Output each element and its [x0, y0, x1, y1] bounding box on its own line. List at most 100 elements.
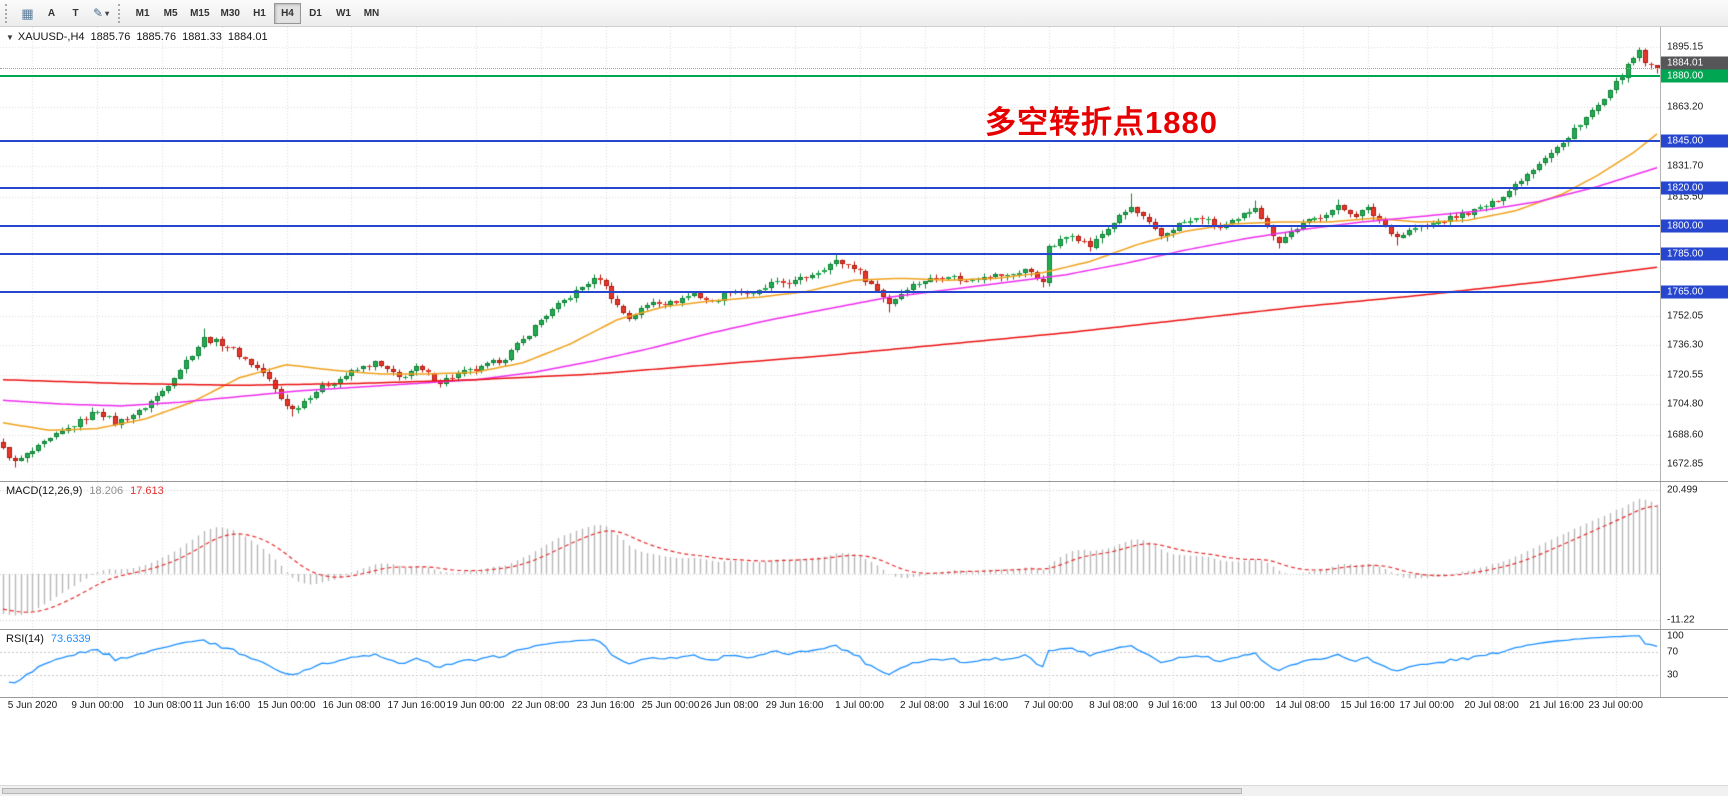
- open-value: 1885.76: [90, 31, 131, 43]
- time-axis-label: 10 Jun 08:00: [133, 700, 192, 711]
- panel-divider[interactable]: [0, 697, 1728, 698]
- price-tag-1765.00: 1765.00: [1661, 285, 1728, 299]
- rsi-scale-label: 30: [1667, 669, 1679, 681]
- price-tag-1800.00: 1800.00: [1661, 219, 1728, 233]
- timeframe-button-d1[interactable]: D1: [302, 3, 329, 24]
- timeframe-group: M1 M5 M15 M30 H1 H4 D1 W1 MN: [129, 2, 386, 24]
- scrollbar-thumb[interactable]: [2, 788, 1242, 794]
- time-axis-label: 3 Jul 16:00: [959, 700, 1009, 711]
- time-axis-label: 11 Jun 16:00: [192, 700, 251, 711]
- toolbar-drag-handle[interactable]: [118, 3, 124, 23]
- timeframe-button-h4[interactable]: H4: [273, 2, 301, 24]
- time-axis-label: 23 Jul 00:00: [1588, 700, 1643, 711]
- rsi-scale-label: 100: [1667, 630, 1684, 642]
- timeframe-button-m1[interactable]: M1: [129, 3, 156, 24]
- macd-signal-value: 17.613: [130, 485, 164, 497]
- chart-area: ▼ XAUUSD-,H4 1885.76 1885.76 1881.33 1884.01 …: [0, 27, 1728, 714]
- chart-ohlc-header: ▼ XAUUSD-,H4 1885.76 1885.76 1881.33 1884.01: [6, 31, 268, 43]
- time-axis-label: 7 Jul 00:00: [1024, 700, 1074, 711]
- time-axis-label: 29 Jun 16:00: [765, 700, 824, 711]
- price-tick-label: 1831.70: [1667, 160, 1704, 172]
- time-axis-label: 2 Jul 08:00: [900, 700, 949, 711]
- macd-label: MACD(12,26,9): [6, 485, 83, 497]
- high-value: 1885.76: [136, 31, 177, 43]
- horizontal-line-1785.00[interactable]: [0, 253, 1660, 255]
- horizontal-line-1800.00[interactable]: [0, 224, 1660, 227]
- grid-icon: ▦: [21, 5, 34, 21]
- time-axis-label: 25 Jun 00:00: [641, 700, 700, 711]
- low-value: 1881.33: [182, 31, 222, 43]
- time-axis-label: 13 Jul 00:00: [1210, 700, 1265, 711]
- top-toolbar: ▦ A T ✎ ▾ M1 M5 M15 M30 H1 H4 D1 W1 MN: [0, 0, 1728, 27]
- price-tick-label: 1704.80: [1667, 398, 1704, 410]
- timeframe-button-mn[interactable]: MN: [358, 3, 385, 24]
- rsi-scale[interactable]: 100 70 30: [1660, 630, 1728, 697]
- time-axis-label: 19 Jun 00:00: [446, 700, 505, 711]
- panel-divider[interactable]: [0, 629, 1728, 630]
- horizontal-line-1765.00[interactable]: [0, 290, 1660, 293]
- current-price-tag: 1884.01: [1661, 56, 1728, 70]
- time-axis-label: 8 Jul 08:00: [1089, 700, 1139, 711]
- timeframe-button-m15[interactable]: M15: [185, 3, 214, 24]
- price-tag-1820.00: 1820.00: [1661, 181, 1728, 195]
- toolbar-drag-handle[interactable]: [5, 3, 11, 23]
- time-axis[interactable]: 5 Jun 2020 9 Jun 00:00 10 Jun 08:00 11 Jun …: [0, 698, 1728, 714]
- time-axis-label: 17 Jul 00:00: [1399, 700, 1454, 711]
- price-panel: ▼ XAUUSD-,H4 1885.76 1885.76 1881.33 1884.01 …: [0, 27, 1728, 481]
- time-axis-label: 9 Jul 16:00: [1148, 700, 1198, 711]
- rsi-label: RSI(14): [6, 633, 44, 645]
- horizontal-line-1820.00[interactable]: [0, 187, 1660, 190]
- time-axis-label: 23 Jun 16:00: [576, 700, 635, 711]
- price-tag-1880.00: 1880.00: [1661, 69, 1728, 83]
- text-annotation-button[interactable]: A: [40, 3, 63, 24]
- time-axis-label: 15 Jun 00:00: [257, 700, 316, 711]
- rsi-value: 73.6339: [50, 633, 91, 645]
- time-axis-label: 14 Jul 08:00: [1275, 700, 1330, 711]
- horizontal-line-1845.00[interactable]: [0, 140, 1660, 143]
- chart-tools-button[interactable]: ▦: [16, 3, 39, 24]
- timeframe-button-m30[interactable]: M30: [216, 3, 245, 24]
- price-tick-label: 1752.05: [1667, 310, 1704, 322]
- text-label-button[interactable]: T: [64, 3, 87, 24]
- horizontal-scrollbar[interactable]: [0, 785, 1728, 796]
- chart-expand-icon[interactable]: ▼: [6, 33, 14, 42]
- chart-annotation-text[interactable]: 多空转折点1880: [985, 105, 1218, 140]
- price-tick-label: 1895.15: [1667, 41, 1704, 53]
- macd-scale-label: -11.22: [1667, 614, 1695, 626]
- price-scale[interactable]: 1895.15 1863.20 1831.70 1815.50 1752.05 1736.…: [1660, 27, 1728, 481]
- macd-header: MACD(12,26,9) 18.206 17.613: [6, 485, 164, 497]
- price-tick-label: 1815.50: [1667, 191, 1704, 203]
- price-tick-label: 1720.55: [1667, 369, 1704, 381]
- time-axis-label: 21 Jul 16:00: [1529, 700, 1584, 711]
- time-axis-label: 20 Jul 08:00: [1464, 700, 1519, 711]
- price-tag-1785.00: 1785.00: [1661, 247, 1728, 261]
- panel-divider[interactable]: [0, 481, 1728, 482]
- time-axis-label: 9 Jun 00:00: [71, 700, 124, 711]
- horizontal-line-1880.00[interactable]: [0, 74, 1660, 77]
- time-axis-label: 17 Jun 16:00: [387, 700, 446, 711]
- time-axis-label: 1 Jul 00:00: [835, 700, 884, 711]
- price-tick-label: 1688.60: [1667, 429, 1704, 441]
- symbol-timeframe-label: XAUUSD-,H4: [17, 31, 85, 43]
- timeframe-button-h1[interactable]: H1: [246, 3, 273, 24]
- caret-down-icon: ▾: [105, 8, 110, 18]
- macd-panel: MACD(12,26,9) 18.206 17.613 20.499 -11.22: [0, 482, 1728, 629]
- timeframe-button-m5[interactable]: M5: [157, 3, 184, 24]
- macd-scale-label: 20.499: [1667, 484, 1698, 496]
- pencil-icon: ✎: [93, 6, 104, 20]
- rsi-panel: RSI(14) 73.6339 100 70 30: [0, 630, 1728, 697]
- time-axis-label: 5 Jun 2020: [7, 700, 58, 711]
- price-tick-label: 1672.85: [1667, 458, 1704, 470]
- draw-objects-dropdown[interactable]: ✎ ▾: [88, 3, 114, 24]
- time-axis-label: 22 Jun 08:00: [511, 700, 570, 711]
- macd-canvas[interactable]: [0, 482, 1660, 629]
- close-value: 1884.01: [227, 31, 268, 43]
- time-axis-label: 15 Jul 16:00: [1340, 700, 1395, 711]
- rsi-canvas[interactable]: [0, 630, 1660, 697]
- price-tick-label: 1863.20: [1667, 101, 1704, 113]
- price-tag-1845.00: 1845.00: [1661, 134, 1728, 148]
- macd-scale[interactable]: 20.499 -11.22: [1660, 482, 1728, 629]
- timeframe-button-w1[interactable]: W1: [330, 3, 357, 24]
- macd-main-value: 18.206: [89, 485, 124, 497]
